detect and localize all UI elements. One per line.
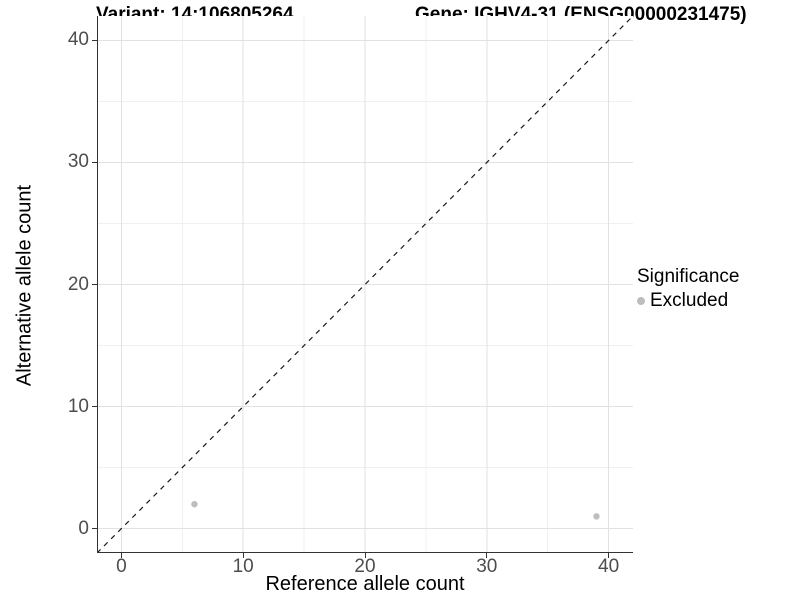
y-axis-tick (92, 406, 97, 408)
x-axis-tick-label: 0 (116, 556, 127, 577)
legend-entry-excluded: Excluded (637, 290, 739, 312)
x-axis-title: Reference allele count (265, 573, 465, 595)
y-axis-title: Alternative allele count (13, 184, 36, 387)
x-axis-tick (486, 553, 488, 558)
y-axis-tick-label: 0 (78, 517, 89, 539)
identity-reference-line (97, 16, 633, 553)
y-axis-tick (92, 528, 97, 530)
y-axis-tick-label: 40 (67, 29, 89, 51)
y-axis-tick-label: 20 (67, 273, 89, 295)
x-axis-tick (120, 553, 122, 558)
data-point (593, 513, 600, 520)
y-axis-tick (92, 39, 97, 41)
x-axis-tick-label: 30 (476, 556, 498, 577)
legend-entry-label: Excluded (650, 290, 729, 311)
y-axis-tick-label: 30 (67, 151, 89, 173)
x-axis-tick-label: 20 (354, 556, 376, 577)
x-axis-tick-label: 10 (232, 556, 254, 577)
y-axis-tick-label: 10 (67, 395, 89, 417)
legend-title: Significance (637, 266, 740, 287)
plot-canvas (97, 16, 633, 553)
x-axis-tick-label: 40 (598, 556, 620, 577)
y-axis-tick (92, 161, 97, 163)
legend-key-dot (637, 297, 645, 305)
x-axis-tick (364, 553, 366, 558)
x-axis-tick (242, 553, 244, 558)
plot-panel (97, 16, 633, 553)
y-axis-tick (92, 284, 97, 285)
x-axis-tick (608, 553, 610, 558)
legend: Significance Excluded (637, 266, 739, 312)
data-point (191, 500, 198, 508)
